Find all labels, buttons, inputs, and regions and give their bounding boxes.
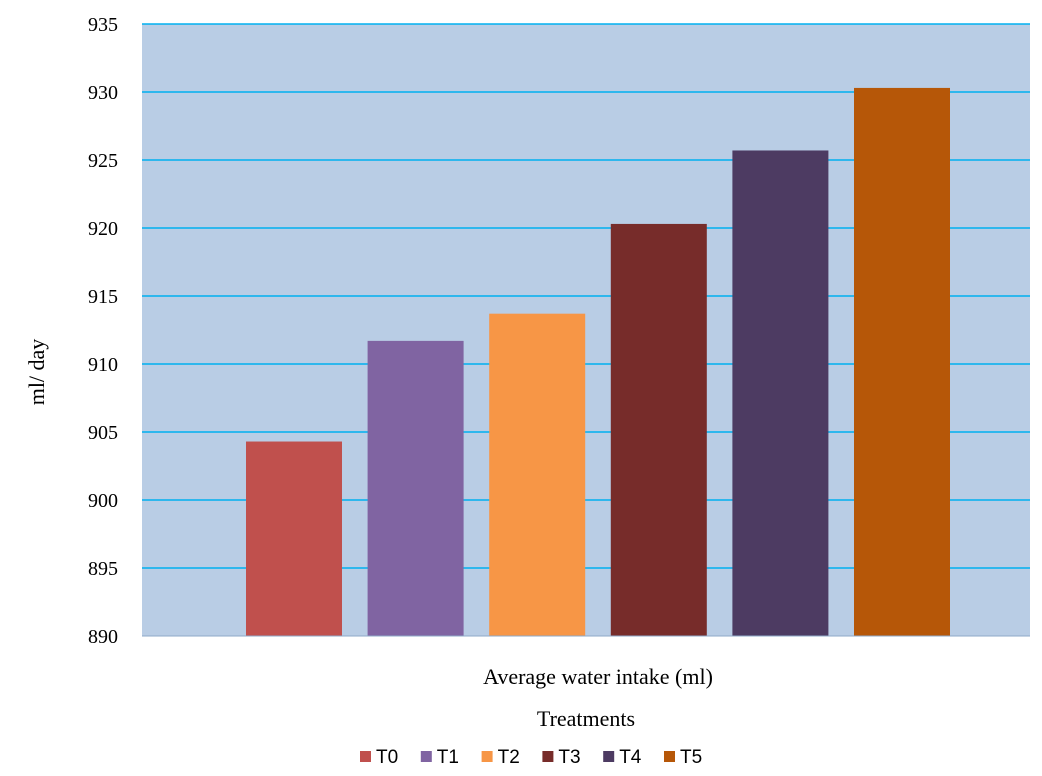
legend-label-t3: T3 — [558, 747, 580, 768]
legend-swatch-t0 — [360, 751, 371, 762]
legend-label-t0: T0 — [376, 747, 398, 768]
y-tick-labels: 890 895 900 905 910 915 920 925 930 935 — [88, 14, 118, 648]
category-label: Average water intake (ml) — [483, 664, 713, 689]
legend-swatch-t2 — [481, 751, 493, 762]
bar-t1 — [367, 340, 464, 636]
bar-t5 — [854, 87, 950, 637]
legend-label-t2: T2 — [498, 747, 520, 768]
legend-swatch-t1 — [420, 751, 432, 762]
bar-t4 — [732, 150, 829, 637]
y-tick-label: 905 — [88, 422, 118, 444]
y-tick-label: 935 — [88, 14, 118, 36]
bars — [246, 87, 950, 637]
legend-swatch-t5 — [664, 751, 675, 762]
y-tick-label: 930 — [88, 82, 118, 104]
bar-t2 — [489, 313, 586, 636]
y-tick-label: 920 — [88, 218, 118, 240]
bar-t3 — [610, 223, 707, 637]
y-tick-label: 915 — [88, 286, 118, 308]
legend-label-t1: T1 — [437, 747, 459, 768]
y-tick-label: 910 — [88, 354, 118, 376]
legend: T0 T1 T2 T3 T4 T5 — [360, 747, 702, 768]
legend-label-t5: T5 — [680, 747, 702, 768]
legend-swatch-t4 — [603, 751, 615, 762]
y-tick-label: 890 — [88, 626, 118, 648]
legend-swatch-t3 — [542, 751, 554, 762]
y-tick-label: 895 — [88, 558, 118, 580]
y-tick-label: 925 — [88, 150, 118, 172]
x-axis-title: Treatments — [537, 706, 635, 731]
legend-label-t4: T4 — [619, 747, 642, 768]
bar-t0 — [246, 441, 342, 636]
y-axis-title: ml/ day — [24, 339, 49, 406]
y-tick-label: 900 — [88, 490, 118, 512]
